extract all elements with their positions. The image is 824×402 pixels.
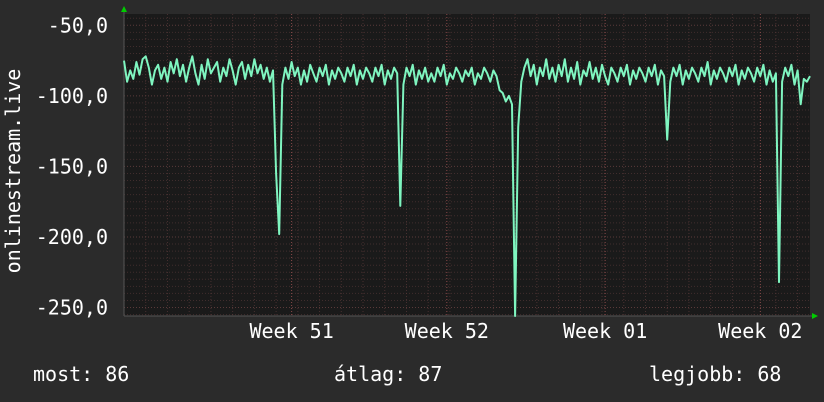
plot-area bbox=[124, 14, 810, 316]
series-line bbox=[123, 55, 811, 317]
x-tick-label: Week 52 bbox=[405, 319, 489, 343]
average-value-label: átlag: 87 bbox=[334, 362, 443, 386]
y-tick-label: -150,0 bbox=[36, 154, 108, 178]
best-value-label: legjobb: 68 bbox=[649, 362, 782, 386]
x-tick-label: Week 02 bbox=[718, 319, 802, 343]
y-tick-label: -200,0 bbox=[36, 225, 108, 249]
x-tick-label: Week 51 bbox=[249, 319, 333, 343]
y-axis-arrow-icon bbox=[121, 6, 127, 12]
chart-svg: -50,0 -100,0 -150,0 -200,0 -250,0 Week 51 Week… bbox=[1, 6, 818, 343]
y-tick-label: -250,0 bbox=[36, 296, 108, 320]
y-tick-label: -100,0 bbox=[36, 84, 108, 108]
x-axis-arrow-icon bbox=[812, 313, 818, 319]
y-tick-label: -50,0 bbox=[48, 13, 108, 37]
current-value-label: most: 86 bbox=[33, 362, 130, 386]
y-axis-title: onlinestream.live bbox=[1, 69, 25, 274]
x-tick-label: Week 01 bbox=[563, 319, 647, 343]
